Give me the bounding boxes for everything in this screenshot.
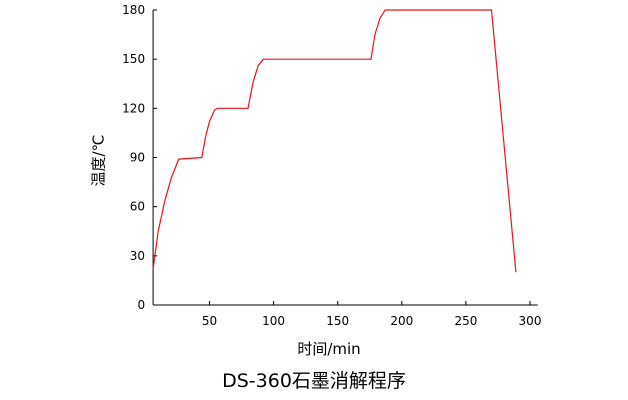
y-tick-label: 30 <box>130 249 145 263</box>
y-tick-label: 90 <box>130 150 145 164</box>
y-tick-label: 60 <box>130 200 145 214</box>
y-tick-label: 0 <box>137 298 145 312</box>
y-tick-label: 120 <box>122 101 145 115</box>
chart-title: DS-360石墨消解程序 <box>222 370 406 392</box>
y-tick-label: 150 <box>122 52 145 66</box>
x-tick-label: 150 <box>326 314 349 328</box>
x-axis-label: 时间/min <box>297 340 361 358</box>
x-tick-label: 250 <box>454 314 477 328</box>
x-tick-label: 100 <box>262 314 285 328</box>
y-tick-label: 180 <box>122 3 145 17</box>
x-tick-label: 300 <box>519 314 542 328</box>
temperature-line <box>152 9 517 273</box>
y-axis-label: 温度/℃ <box>89 134 108 187</box>
x-tick-label: 200 <box>390 314 413 328</box>
x-tick-label: 50 <box>202 314 217 328</box>
